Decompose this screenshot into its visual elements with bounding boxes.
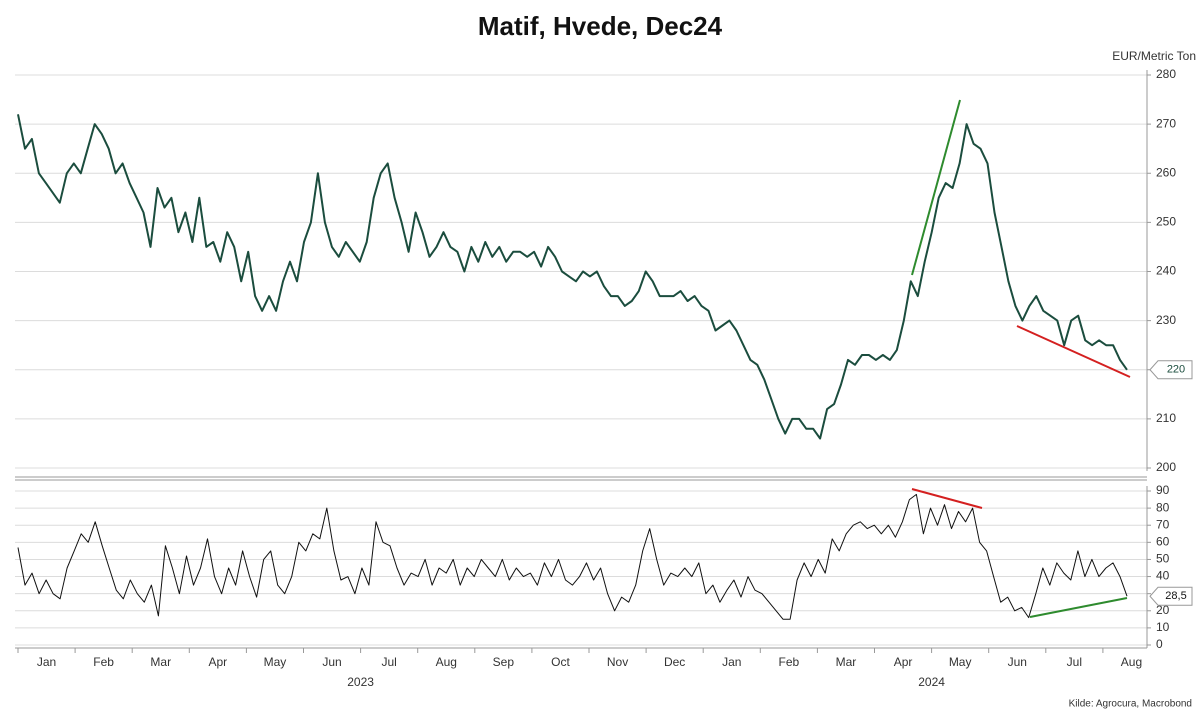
y-tick-label: 50: [1156, 552, 1170, 566]
x-tick-label: May: [264, 655, 287, 669]
x-tick-label: Jun: [1008, 655, 1027, 669]
y-tick-label: 40: [1156, 569, 1170, 583]
y-tick-label: 90: [1156, 483, 1170, 497]
x-tick-label: Jul: [1067, 655, 1082, 669]
last-value-tag: [1149, 586, 1193, 606]
y-tick-label: 0: [1156, 637, 1163, 651]
x-tick-label: Mar: [150, 655, 171, 669]
chart-title: Matif, Hvede, Dec24: [478, 11, 723, 41]
y-tick-label: 280: [1156, 67, 1176, 81]
x-tick-label: Dec: [664, 655, 685, 669]
x-tick-label: Feb: [93, 655, 114, 669]
y-tick-label: 80: [1156, 500, 1170, 514]
x-tick-label: Jul: [381, 655, 396, 669]
y-tick-label: 230: [1156, 313, 1176, 327]
x-tick-label: Oct: [551, 655, 570, 669]
y-tick-label: 60: [1156, 535, 1170, 549]
x-tick-label: Mar: [836, 655, 857, 669]
x-tick-label: Aug: [1121, 655, 1142, 669]
trend-line: [1016, 325, 1131, 378]
y-tick-label: 240: [1156, 264, 1176, 278]
x-tick-label: Apr: [894, 655, 913, 669]
y-tick-label: 10: [1156, 620, 1170, 634]
y-tick-label: 20: [1156, 603, 1170, 617]
y-tick-label: 270: [1156, 116, 1176, 130]
last-value-tag: [1149, 360, 1193, 380]
x-tick-label: Apr: [209, 655, 228, 669]
last-value-label: 28,5: [1165, 590, 1186, 602]
year-label: 2023: [347, 675, 374, 689]
x-tick-label: Aug: [436, 655, 457, 669]
x-tick-label: Nov: [607, 655, 628, 669]
trend-line: [911, 488, 983, 509]
y-tick-label: 70: [1156, 517, 1170, 531]
y-tick-label: 260: [1156, 165, 1176, 179]
x-tick-label: Sep: [493, 655, 515, 669]
y-tick-label: 250: [1156, 215, 1176, 229]
year-label: 2024: [918, 675, 945, 689]
x-tick-label: Jun: [322, 655, 341, 669]
y-tick-label: 210: [1156, 411, 1176, 425]
x-tick-label: May: [949, 655, 972, 669]
series-line: [17, 114, 1128, 440]
source: Kilde: Agrocura, Macrobond: [1069, 699, 1192, 710]
y-tick-label: 200: [1156, 460, 1176, 474]
x-tick-label: Jan: [37, 655, 56, 669]
y-axis-label: EUR/Metric Ton: [1112, 49, 1196, 63]
trend-line: [911, 99, 961, 276]
x-tick-label: Jan: [722, 655, 741, 669]
series-line: [17, 493, 1128, 620]
trend-line: [1029, 597, 1128, 618]
last-value-label: 220: [1167, 364, 1185, 376]
x-tick-label: Feb: [779, 655, 800, 669]
